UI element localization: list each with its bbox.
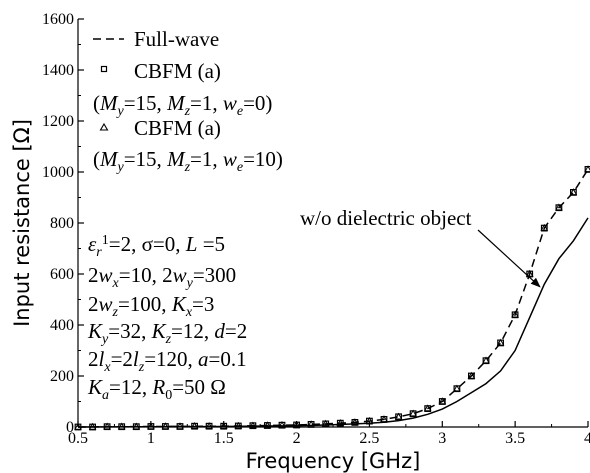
x-tick-label: 0.5 bbox=[68, 430, 88, 447]
x-tick-label: 3.5 bbox=[505, 430, 525, 447]
legend-params-cbfm-square: (My=15, Mz=1, we=0) bbox=[93, 91, 272, 119]
y-tick-label: 800 bbox=[50, 215, 74, 232]
annotation-label: w/o dielectric object bbox=[300, 206, 472, 230]
y-tick-label: 1600 bbox=[42, 11, 74, 28]
x-tick-label: 1 bbox=[147, 430, 155, 447]
triangle-point bbox=[321, 419, 330, 427]
x-axis-title: Frequency [GHz] bbox=[246, 449, 421, 473]
x-tick-label: 2.5 bbox=[359, 430, 379, 447]
legend-params-cbfm-triangle: (My=15, Mz=1, we=10) bbox=[93, 147, 283, 175]
param-line-4: Ky=32, Kz=12, d=2 bbox=[87, 319, 247, 347]
series-layer bbox=[74, 165, 590, 431]
triangle-point bbox=[249, 421, 257, 429]
legend-label-cbfm-triangle: CBFM (a) bbox=[134, 116, 221, 140]
y-tick-label: 1200 bbox=[42, 113, 74, 130]
param-line-3: 2wz=100, Kx=3 bbox=[88, 292, 214, 320]
annotation: w/o dielectric object bbox=[300, 206, 541, 288]
triangle-point bbox=[263, 421, 272, 429]
series-line-0 bbox=[77, 168, 589, 428]
x-tick-label: 3 bbox=[438, 430, 446, 447]
param-line-6: Ka=12, R0=50 Ω bbox=[87, 375, 226, 403]
legend-square-marker bbox=[100, 65, 108, 73]
legend-entry-cbfm-triangle: CBFM (a) (My=15, Mz=1, we=10) bbox=[93, 116, 283, 175]
y-tick-label: 200 bbox=[50, 368, 74, 385]
triangle-point bbox=[278, 420, 286, 428]
triangle-point bbox=[482, 356, 490, 364]
x-tick-label: 4 bbox=[584, 430, 590, 447]
triangle-point bbox=[394, 412, 403, 420]
triangle-point bbox=[307, 420, 315, 428]
y-tick-label: 600 bbox=[50, 266, 74, 283]
x-tick-label: 1.5 bbox=[214, 430, 234, 447]
y-ticks: 0 200 400 600 800 1000 1200 1400 1600 bbox=[42, 11, 84, 436]
triangle-point bbox=[438, 397, 447, 405]
annotation-arrow bbox=[477, 229, 541, 288]
y-tick-label: 400 bbox=[50, 317, 74, 334]
y-tick-label: 1000 bbox=[42, 164, 74, 181]
legend-entry-full-wave: Full-wave bbox=[93, 27, 219, 51]
param-line-5: 2lx=2lz=120, a=0.1 bbox=[88, 347, 247, 375]
legend-label-cbfm-square: CBFM (a) bbox=[134, 59, 221, 83]
param-line-2: 2wx=10, 2wy=300 bbox=[88, 263, 236, 291]
triangle-point bbox=[496, 338, 505, 346]
triangle-point bbox=[234, 421, 243, 429]
legend: Full-wave CBFM (a) (My=15, Mz=1, we=0) C… bbox=[93, 27, 283, 175]
triangle-point bbox=[453, 384, 461, 392]
triangle-point bbox=[190, 421, 199, 429]
y-tick-label: 1400 bbox=[42, 62, 74, 79]
y-axis-title: Input resistance [Ω] bbox=[10, 119, 34, 327]
triangle-point bbox=[555, 203, 563, 211]
legend-label-full-wave: Full-wave bbox=[134, 27, 219, 51]
triangle-point bbox=[540, 223, 549, 231]
triangle-point bbox=[511, 310, 519, 318]
parameter-block: εr1=2, σ=0, L =5 2wx=10, 2wy=300 2wz=100… bbox=[87, 232, 247, 403]
triangle-point bbox=[569, 188, 578, 196]
triangle-point bbox=[292, 420, 301, 428]
triangle-point bbox=[205, 421, 213, 429]
triangle-point bbox=[423, 404, 432, 412]
triangle-point bbox=[336, 418, 345, 426]
series-line-3 bbox=[77, 217, 589, 428]
triangle-point bbox=[409, 409, 417, 417]
param-line-1: εr1=2, σ=0, L =5 bbox=[88, 232, 225, 260]
triangle-point bbox=[525, 269, 534, 277]
legend-triangle-marker bbox=[99, 122, 109, 131]
y-tick-label: 0 bbox=[66, 419, 74, 436]
x-tick-label: 2 bbox=[293, 430, 301, 447]
triangle-point bbox=[219, 421, 228, 429]
triangle-point bbox=[467, 371, 476, 379]
legend-entry-cbfm-square: CBFM (a) (My=15, Mz=1, we=0) bbox=[93, 59, 272, 119]
